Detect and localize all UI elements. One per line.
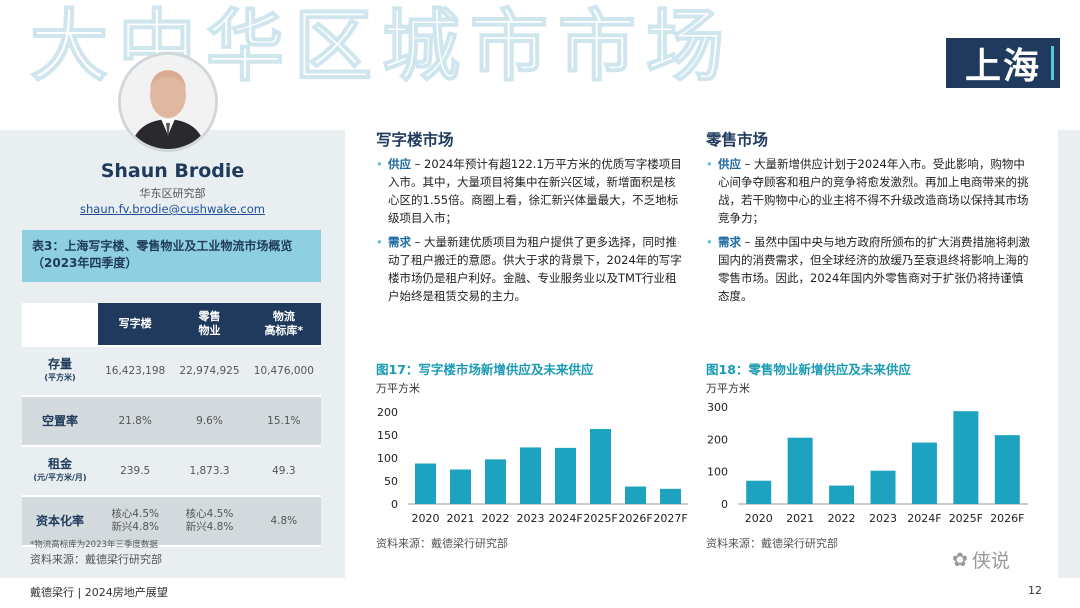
col-header-logistics: 物流 高标库* — [246, 303, 321, 346]
bar — [555, 447, 576, 504]
bar — [994, 435, 1020, 504]
x-tick-label: 2024F — [548, 512, 582, 525]
table-row: 空置率 21.8% 9.6% 15.1% — [22, 395, 321, 447]
x-tick-label: 2021 — [447, 512, 475, 525]
bar — [625, 486, 646, 504]
bar — [746, 480, 772, 504]
profile-name: Shaun Brodie — [100, 160, 245, 182]
table-cell: 21.8% — [98, 395, 173, 447]
wechat-watermark: ✿ 侠说 — [952, 546, 1010, 573]
table-cell: 1,873.3 — [172, 445, 247, 497]
row-header-stock: 存量 (平方米) — [22, 345, 98, 397]
table-cell: 16,423,198 — [98, 345, 173, 397]
office-bullet-supply: 供应 – 2024年预计有超122.1万平方米的优质写字楼项目入市。其中，大量项… — [376, 155, 686, 227]
table-cell: 49.3 — [246, 445, 321, 497]
x-tick-label: 2022 — [482, 512, 510, 525]
footer-brand: 戴德梁行 | 2024房地产展望 — [30, 586, 168, 599]
x-tick-label: 2026F — [618, 512, 652, 525]
office-bullet-demand: 需求 – 大量新建优质项目为租户提供了更多选择，同时推动了租户搬迁的意愿。供大于… — [376, 233, 686, 305]
fig17-source: 资料来源：戴德梁行研究部 — [376, 537, 508, 550]
x-tick-label: 2023 — [517, 512, 545, 525]
market-overview-table: 写字楼 零售 物业 物流 高标库* 存量 (平方米) 16,423,198 22,… — [22, 303, 321, 547]
bar — [520, 447, 541, 504]
table-cell: 4.8% — [246, 495, 321, 547]
wechat-account-name: 侠说 — [971, 550, 1010, 572]
table-footnote: *物流高标库为2023年三季度数据 — [30, 540, 158, 550]
table-title: 表3：上海写字楼、零售物业及工业物流市场概览（2023年四季度） — [22, 230, 321, 282]
table-row: 存量 (平方米) 16,423,198 22,974,925 10,476,000 — [22, 345, 321, 397]
bar — [953, 411, 979, 504]
table-cell: 15.1% — [246, 395, 321, 447]
x-tick-label: 2021 — [786, 512, 814, 525]
retail-bullet-supply: 供应 – 大量新增供应计划于2024年入市。受此影响，购物中心间争夺顾客和租户的… — [706, 155, 1034, 227]
row-header-vacancy: 空置率 — [22, 395, 98, 447]
wechat-icon: ✿ — [952, 548, 968, 571]
retail-bullets: 供应 – 大量新增供应计划于2024年入市。受此影响，购物中心间争夺顾客和租户的… — [706, 155, 1034, 311]
x-tick-label: 2022 — [828, 512, 856, 525]
table-row: 资本化率 核心4.5% 新兴4.8% 核心4.5% 新兴4.8% 4.8% — [22, 495, 321, 547]
col-header-office: 写字楼 — [98, 303, 173, 346]
row-header-cap-rate: 资本化率 — [22, 495, 98, 547]
table-corner — [22, 303, 98, 346]
table-row: 租金 (元/平方米/月) 239.5 1,873.3 49.3 — [22, 445, 321, 497]
x-tick-label: 2026F — [990, 512, 1024, 525]
fig18-unit: 万平方米 — [706, 382, 750, 395]
y-tick-label: 100 — [707, 466, 728, 479]
col-header-retail: 零售 物业 — [172, 303, 247, 346]
bar — [485, 459, 506, 504]
bar — [787, 437, 813, 504]
table-cell: 9.6% — [172, 395, 247, 447]
bar — [911, 442, 937, 504]
page-number: 12 — [1028, 584, 1042, 597]
profile-email-link[interactable]: shaun.fv.brodie@cushwake.com — [80, 202, 265, 216]
table-cell: 22,974,925 — [172, 345, 247, 397]
table-cell: 239.5 — [98, 445, 173, 497]
profile-department: 华东区研究部 — [139, 187, 206, 200]
fig18-title: 图18：零售物业新增供应及未来供应 — [706, 362, 911, 377]
office-bullets: 供应 – 2024年预计有超122.1万平方米的优质写字楼项目入市。其中，大量项… — [376, 155, 686, 311]
x-tick-label: 2020 — [745, 512, 773, 525]
x-tick-label: 2024F — [907, 512, 941, 525]
table-cell: 核心4.5% 新兴4.8% — [172, 495, 247, 547]
bar — [590, 429, 611, 504]
x-tick-label: 2027F — [653, 512, 687, 525]
table-cell: 10,476,000 — [246, 345, 321, 397]
row-header-rent: 租金 (元/平方米/月) — [22, 445, 98, 497]
fig17-unit: 万平方米 — [376, 382, 420, 395]
y-tick-label: 200 — [707, 433, 728, 446]
x-tick-label: 2020 — [412, 512, 440, 525]
y-tick-label: 100 — [377, 452, 398, 465]
y-tick-label: 200 — [377, 406, 398, 419]
y-tick-label: 50 — [384, 475, 398, 488]
city-tag: 上海 — [946, 38, 1060, 88]
x-tick-label: 2023 — [869, 512, 897, 525]
x-tick-label: 2025F — [949, 512, 983, 525]
office-section-title: 写字楼市场 — [376, 131, 454, 149]
fig18-source: 资料来源：戴德梁行研究部 — [706, 537, 838, 550]
retail-bullet-demand: 需求 – 虽然中国中央与地方政府所颁布的扩大消费措施将刺激国内的消费需求，但全球… — [706, 233, 1034, 305]
retail-section-title: 零售市场 — [706, 131, 769, 149]
y-tick-label: 150 — [377, 429, 398, 442]
fig17-title: 图17：写字楼市场新增供应及未来供应 — [376, 362, 594, 377]
bar — [415, 463, 436, 504]
bar — [829, 485, 855, 504]
table-cell: 核心4.5% 新兴4.8% — [98, 495, 173, 547]
profile-avatar — [118, 52, 218, 152]
bar — [450, 469, 471, 504]
bar — [870, 470, 896, 504]
y-tick-label: 0 — [721, 498, 728, 511]
x-tick-label: 2025F — [583, 512, 617, 525]
y-tick-label: 300 — [707, 401, 728, 414]
right-decor-bar — [1058, 130, 1080, 578]
table-source: 资料来源：戴德梁行研究部 — [30, 553, 162, 566]
y-tick-label: 0 — [391, 498, 398, 511]
fig18-bar-chart: 0 100 200 300 2020 2021 2022 2023 2024F 2025F 2026… — [707, 401, 1028, 525]
bar — [660, 488, 681, 504]
